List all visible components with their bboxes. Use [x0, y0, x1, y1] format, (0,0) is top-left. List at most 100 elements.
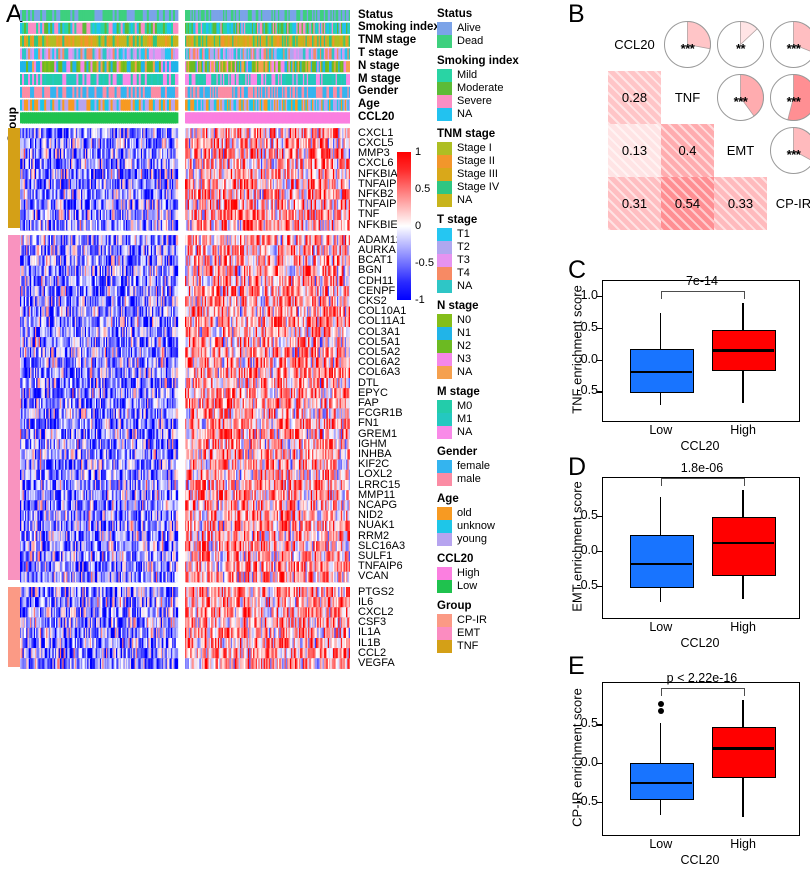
gene-label-nid2: NID2: [358, 509, 384, 522]
track-label-n-stage: N stage: [358, 59, 400, 72]
gene-label-col5a2: COL5A2: [358, 345, 401, 358]
track-label-smoking-index: Smoking index: [358, 21, 440, 34]
legend-item: CP-IR: [437, 614, 537, 627]
gene-label-tnfaip2: TNFAIP2: [358, 198, 403, 211]
corr-value: 0.33: [727, 196, 754, 211]
legend-swatch: [437, 280, 452, 293]
median-line: [712, 747, 775, 750]
heatmap-colorbar: [397, 152, 411, 300]
significance-bracket: [660, 687, 746, 696]
y-tick-label: 1.0: [580, 287, 598, 302]
median-line: [629, 562, 692, 565]
gene-label-il6: IL6: [358, 595, 374, 608]
x-axis-label: CCL20: [680, 853, 720, 867]
legend-title: Age: [437, 493, 459, 505]
legend-label: Alive: [457, 22, 481, 34]
legend-label: N0: [457, 314, 472, 326]
gene-label-tnfaip3: TNFAIP3: [358, 177, 403, 190]
corr-diagonal-label-tnf: TNF: [674, 90, 701, 105]
legend-m-stage: M stage M0 M1 NA: [437, 386, 537, 439]
legend-label: Stage II: [457, 155, 495, 167]
colorbar-tick-4: -1: [415, 294, 425, 306]
legend-swatch: [437, 614, 452, 627]
y-tick-mark: [597, 724, 602, 726]
legend-item: T1: [437, 228, 537, 241]
legend-item: TNF: [437, 640, 537, 653]
y-tick-mark: [597, 763, 602, 765]
legend-column: Status Alive Dead Smoking index Mild Moderate…: [437, 8, 537, 660]
legend-item: Mild: [437, 69, 537, 82]
legend-item: unknow: [437, 520, 537, 533]
corr-pie-tnf-cp-ir: [770, 74, 810, 121]
box-low: [629, 535, 694, 589]
panel-c-label: C: [568, 256, 587, 284]
legend-swatch: [437, 241, 452, 254]
legend-label: NA: [457, 108, 473, 120]
panel-d-boxplot: D 0.5 0.0 -0.5 EMT enrichment score Low High C…: [540, 455, 810, 660]
p-value-label: p < 2.22e-16: [666, 670, 738, 685]
corr-significance: ***: [680, 40, 695, 56]
gene-label-epyc: EPYC: [358, 386, 388, 399]
legend-swatch: [437, 22, 452, 35]
gene-label-ptgs2: PTGS2: [358, 585, 395, 598]
legend-swatch: [437, 460, 452, 473]
y-tick-mark: [597, 295, 602, 298]
legend-label: High: [457, 567, 480, 579]
y-tick-label: -0.5: [576, 383, 598, 398]
legend-label: N1: [457, 327, 472, 339]
legend-swatch: [437, 426, 452, 439]
legend-tnm-stage: TNM stage Stage I Stage II Stage III Stage I…: [437, 128, 537, 207]
x-tick-label-high: High: [730, 837, 756, 851]
y-tick-mark: [597, 585, 602, 587]
corr-diagonal-label-emt: EMT: [726, 143, 755, 158]
panel-a-label: A: [6, 0, 23, 28]
group-bar-cp-ir: [8, 587, 20, 667]
gene-label-bcat1: BCAT1: [358, 254, 393, 267]
corr-value: 0.28: [621, 90, 648, 105]
x-tick-label-low: Low: [649, 620, 673, 634]
corr-value: 0.31: [621, 196, 648, 211]
legend-title: CCL20: [437, 553, 474, 565]
corr-diagonal-label-cp-ir: CP-IR: [775, 196, 810, 211]
gene-label-lrrc15: LRRC15: [358, 478, 401, 491]
legend-label: Moderate: [457, 82, 504, 94]
corr-value: 0.4: [678, 143, 697, 158]
gene-label-sulf1: SULF1: [358, 549, 393, 562]
gene-label-tnf: TNF: [358, 208, 380, 221]
legend-swatch: [437, 580, 452, 593]
track-label-status: Status: [358, 8, 394, 21]
x-tick-label-high: High: [730, 620, 756, 634]
group-bar-tnf: [8, 128, 20, 229]
legend-label: N3: [457, 353, 472, 365]
legend-item: Stage III: [437, 168, 537, 181]
p-value-label: 7e-14: [685, 273, 718, 288]
corr-cell-cp-ir-ccl20: 0.31: [608, 177, 661, 230]
y-tick-label: 0.5: [580, 507, 598, 522]
legend-item: young: [437, 533, 537, 546]
legend-item: Stage II: [437, 155, 537, 168]
gene-label-cks2: CKS2: [358, 294, 387, 307]
significance-bracket: [660, 478, 746, 487]
legend-label: young: [457, 533, 487, 545]
panel-b-label: B: [568, 0, 585, 28]
gene-label-tnfaip6: TNFAIP6: [358, 560, 403, 573]
gene-label-loxl2: LOXL2: [358, 468, 393, 481]
gene-label-vegfa: VEGFA: [358, 656, 395, 669]
gene-label-vcan: VCAN: [358, 570, 389, 583]
outlier-point: [657, 707, 664, 714]
legend-item: N3: [437, 353, 537, 366]
legend-swatch: [437, 640, 452, 653]
legend-swatch: [437, 327, 452, 340]
colorbar-tick-2: 0: [415, 220, 422, 232]
gene-label-cenpf: CENPF: [358, 284, 396, 297]
legend-item: NA: [437, 194, 537, 207]
corr-value: 0.54: [674, 196, 701, 211]
legend-item: N1: [437, 327, 537, 340]
legend-item: M0: [437, 400, 537, 413]
outlier-point: [657, 700, 664, 707]
gene-label-kif2c: KIF2C: [358, 458, 390, 471]
gene-label-fap: FAP: [358, 396, 379, 409]
legend-swatch: [437, 340, 452, 353]
legend-item: N0: [437, 314, 537, 327]
legend-item: Dead: [437, 35, 537, 48]
